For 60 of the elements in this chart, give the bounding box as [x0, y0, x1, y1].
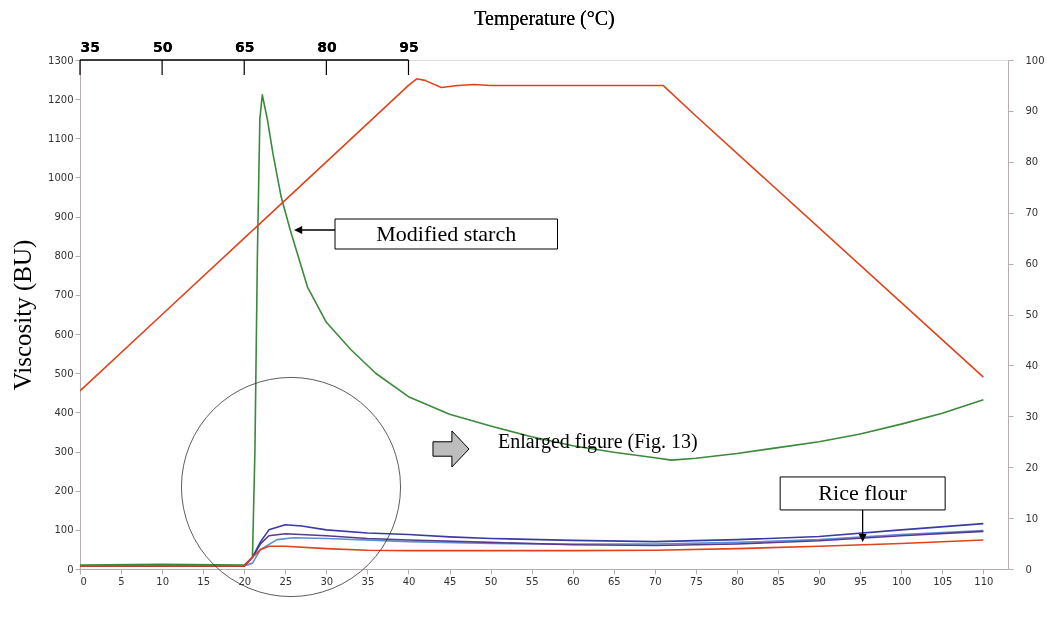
y-tick-label: 400 — [54, 406, 74, 418]
y-tick-label: 300 — [54, 446, 74, 458]
x-tick-label: 75 — [690, 575, 703, 587]
y2-tick-label: 0 — [1025, 563, 1032, 575]
y-tick-label: 1000 — [48, 171, 74, 183]
x-tick-label: 0 — [80, 575, 87, 587]
x2-axis-title: Temperature (°C) — [474, 6, 615, 30]
x-tick-label: 10 — [156, 575, 169, 587]
y-tick-label: 1300 — [48, 54, 74, 66]
x-tick-label: 30 — [320, 575, 334, 587]
y-tick-label: 1200 — [48, 93, 74, 105]
annotation: Rice flour — [818, 479, 908, 505]
x-tick-label: 40 — [402, 575, 416, 587]
y-axis-title: Viscosity (BU) — [9, 239, 38, 391]
x-tick-label: 105 — [933, 575, 953, 587]
x2-tick-label: 80 — [317, 38, 337, 55]
y-tick-label: 200 — [54, 485, 74, 497]
x-tick-label: 20 — [238, 575, 252, 587]
y2-tick-label: 40 — [1025, 359, 1039, 371]
y2-tick-label: 10 — [1025, 512, 1039, 524]
x-tick-label: 45 — [443, 575, 457, 587]
x-tick-label: 35 — [361, 575, 375, 587]
y-tick-label: 1100 — [48, 132, 74, 144]
x-tick-label: 60 — [566, 575, 580, 587]
y-tick-label: 900 — [54, 211, 74, 223]
x-tick-label: 90 — [813, 575, 826, 587]
x-tick-label: 65 — [607, 575, 621, 587]
x-tick-label: 50 — [484, 575, 498, 587]
x2-tick-label: 50 — [152, 38, 173, 55]
y2-tick-label: 20 — [1025, 461, 1039, 473]
y2-tick-label: 50 — [1025, 309, 1039, 320]
line-series — [80, 78, 985, 392]
y-tick-label: 500 — [54, 367, 74, 379]
x2-tick-label: 65 — [235, 38, 255, 55]
x-tick-label: 100 — [892, 575, 912, 587]
x2-tick-label: 35 — [80, 38, 100, 55]
x-tick-label: 15 — [197, 575, 211, 587]
y2-tick-label: 30 — [1025, 410, 1039, 422]
x-tick-label: 110 — [974, 575, 994, 587]
y-tick-label: 800 — [54, 250, 74, 262]
y2-tick-label: 60 — [1025, 258, 1039, 270]
line-series — [80, 94, 985, 566]
x-tick-label: 80 — [731, 575, 744, 587]
y-tick-label: 0 — [67, 563, 74, 575]
annotation: Modified starch — [376, 221, 517, 246]
x-tick-label: 95 — [854, 575, 868, 587]
x-tick-label: 5 — [118, 575, 125, 587]
y2-tick-label: 70 — [1025, 207, 1039, 219]
y-tick-label: 600 — [54, 328, 74, 340]
y2-tick-label: 80 — [1025, 156, 1039, 168]
x-tick-label: 70 — [649, 575, 662, 587]
y-tick-label: 700 — [54, 289, 74, 301]
y2-tick-label: 100 — [1025, 54, 1045, 66]
y-tick-label: 100 — [54, 524, 74, 536]
line-series — [80, 539, 985, 567]
x-tick-label: 85 — [772, 575, 785, 587]
x-tick-label: 55 — [525, 575, 539, 587]
x-tick-label: 25 — [279, 575, 293, 587]
y2-tick-label: 90 — [1025, 105, 1039, 117]
x2-tick-label: 95 — [399, 38, 419, 55]
